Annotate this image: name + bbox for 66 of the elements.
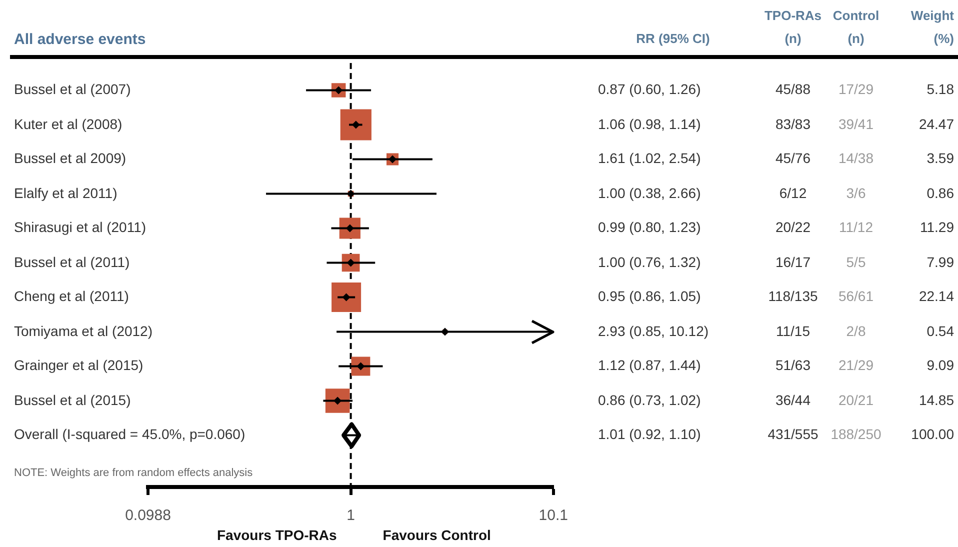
category-label: RR (95% CI): [635, 30, 711, 48]
annotation: NOTE: Weights are from random effects analysis: [14, 467, 253, 479]
y-tick-label: Kuter et al (2008): [14, 116, 122, 132]
text: 16/17: [775, 254, 811, 270]
text: 11/12: [839, 219, 873, 236]
text: 17/29: [838, 81, 874, 98]
text: 1.00 (0.76, 1.32): [598, 254, 701, 270]
text: 11/15: [776, 322, 810, 339]
text: 5/5: [846, 254, 866, 270]
text: 39/41: [838, 116, 874, 132]
text: 14.85: [918, 392, 954, 408]
text: 3/6: [846, 184, 866, 201]
text: 1.01 (0.92, 1.10): [598, 426, 701, 442]
category-label: Control (n): [832, 8, 880, 46]
text: 188/250: [830, 426, 882, 442]
x-tick-label: 10.1: [538, 507, 568, 524]
text: 100.00: [911, 426, 954, 442]
x-tick-label: 1: [346, 507, 355, 524]
y-tick-label: Cheng et al (2011): [14, 288, 129, 304]
y-tick-label: Tomiyama et al (2012): [14, 322, 153, 339]
text: 431/555: [768, 426, 818, 442]
text: 0.86: [926, 184, 954, 201]
y-tick-label: Shirasugi et al (2011): [14, 219, 146, 236]
text: 51/63: [775, 357, 811, 374]
category-label: TPO-RAs (n): [763, 7, 823, 48]
y-tick-label: Bussel et al (2011): [14, 254, 130, 270]
text: 11.29: [920, 219, 954, 236]
text: 1.61 (1.02, 2.54): [598, 150, 701, 166]
text: 22.14: [918, 288, 954, 304]
text: 118/135: [768, 288, 818, 304]
y-tick-label: Bussel et al 2009): [14, 150, 126, 166]
text: 20/21: [838, 392, 874, 408]
text: 1.12 (0.87, 1.44): [598, 357, 701, 374]
text: 45/88: [775, 81, 811, 98]
y-tick-label: Bussel et al (2015): [14, 392, 131, 408]
category-label: Weight (%): [910, 7, 954, 48]
text: 1.06 (0.98, 1.14): [598, 116, 701, 132]
y-tick-label: Bussel et al (2007): [14, 81, 131, 98]
text: 21/29: [838, 357, 874, 374]
text: 83/83: [775, 116, 811, 132]
text: 0.87 (0.60, 1.26): [598, 81, 701, 98]
text: 20/22: [775, 219, 811, 236]
text: 5.18: [926, 81, 954, 98]
text: 2/8: [846, 322, 866, 339]
text: 0.86 (0.73, 1.02): [598, 392, 701, 408]
text: 7.99: [926, 254, 954, 270]
text: 0.95 (0.86, 1.05): [598, 288, 701, 304]
text: 14/38: [838, 150, 874, 166]
text: 6/12: [779, 184, 807, 201]
text: 1.00 (0.38, 2.66): [598, 184, 701, 201]
text: 36/44: [775, 392, 811, 408]
y-tick-label: Overall (I-squared = 45.0%, p=0.060): [14, 426, 246, 442]
text: 56/61: [838, 288, 874, 304]
y-tick-label: Grainger et al (2015): [14, 357, 144, 374]
text: 9.09: [926, 357, 954, 374]
x-tick-label: 0.0988: [125, 507, 171, 524]
text: Favours Control: [382, 527, 491, 543]
text: 45/76: [775, 150, 811, 166]
text: 3.59: [926, 150, 954, 166]
text: 0.99 (0.80, 1.23): [598, 219, 701, 236]
text: 0.54: [926, 322, 954, 339]
text: 2.93 (0.85, 10.12): [598, 322, 709, 339]
chart-title: All adverse events: [14, 31, 146, 48]
text: Favours TPO-RAs: [216, 527, 337, 543]
y-tick-label: Elalfy et al 2011): [14, 184, 118, 201]
text: 24.47: [918, 116, 954, 132]
